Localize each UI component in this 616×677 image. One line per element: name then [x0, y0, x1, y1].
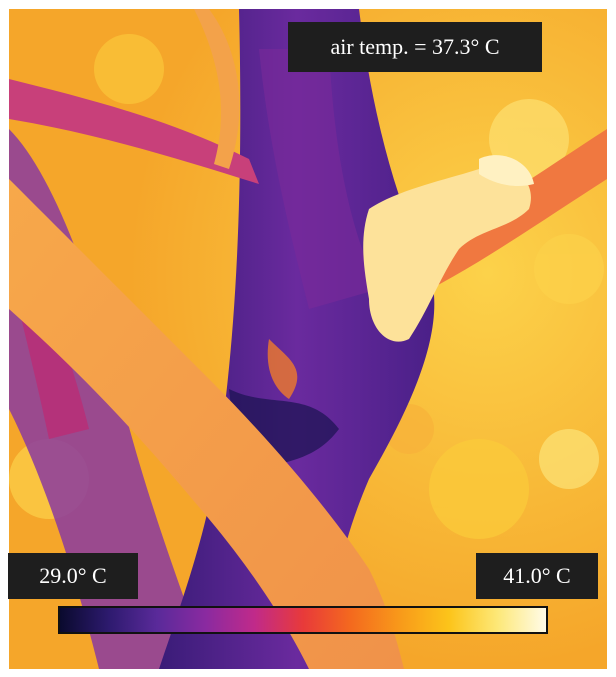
animal-limb [363, 166, 531, 342]
upper-left-branch [9, 79, 259, 184]
thin-upper-branch [194, 9, 240, 169]
foreground-branch [9, 179, 404, 669]
air-temperature-label: air temp. = 37.3° C [288, 22, 542, 72]
scale-min-label: 29.0° C [8, 553, 138, 599]
scale-max-label: 41.0° C [476, 553, 598, 599]
temperature-colorbar [58, 606, 548, 634]
thermal-scene [9, 9, 607, 669]
thermal-image [9, 9, 607, 669]
